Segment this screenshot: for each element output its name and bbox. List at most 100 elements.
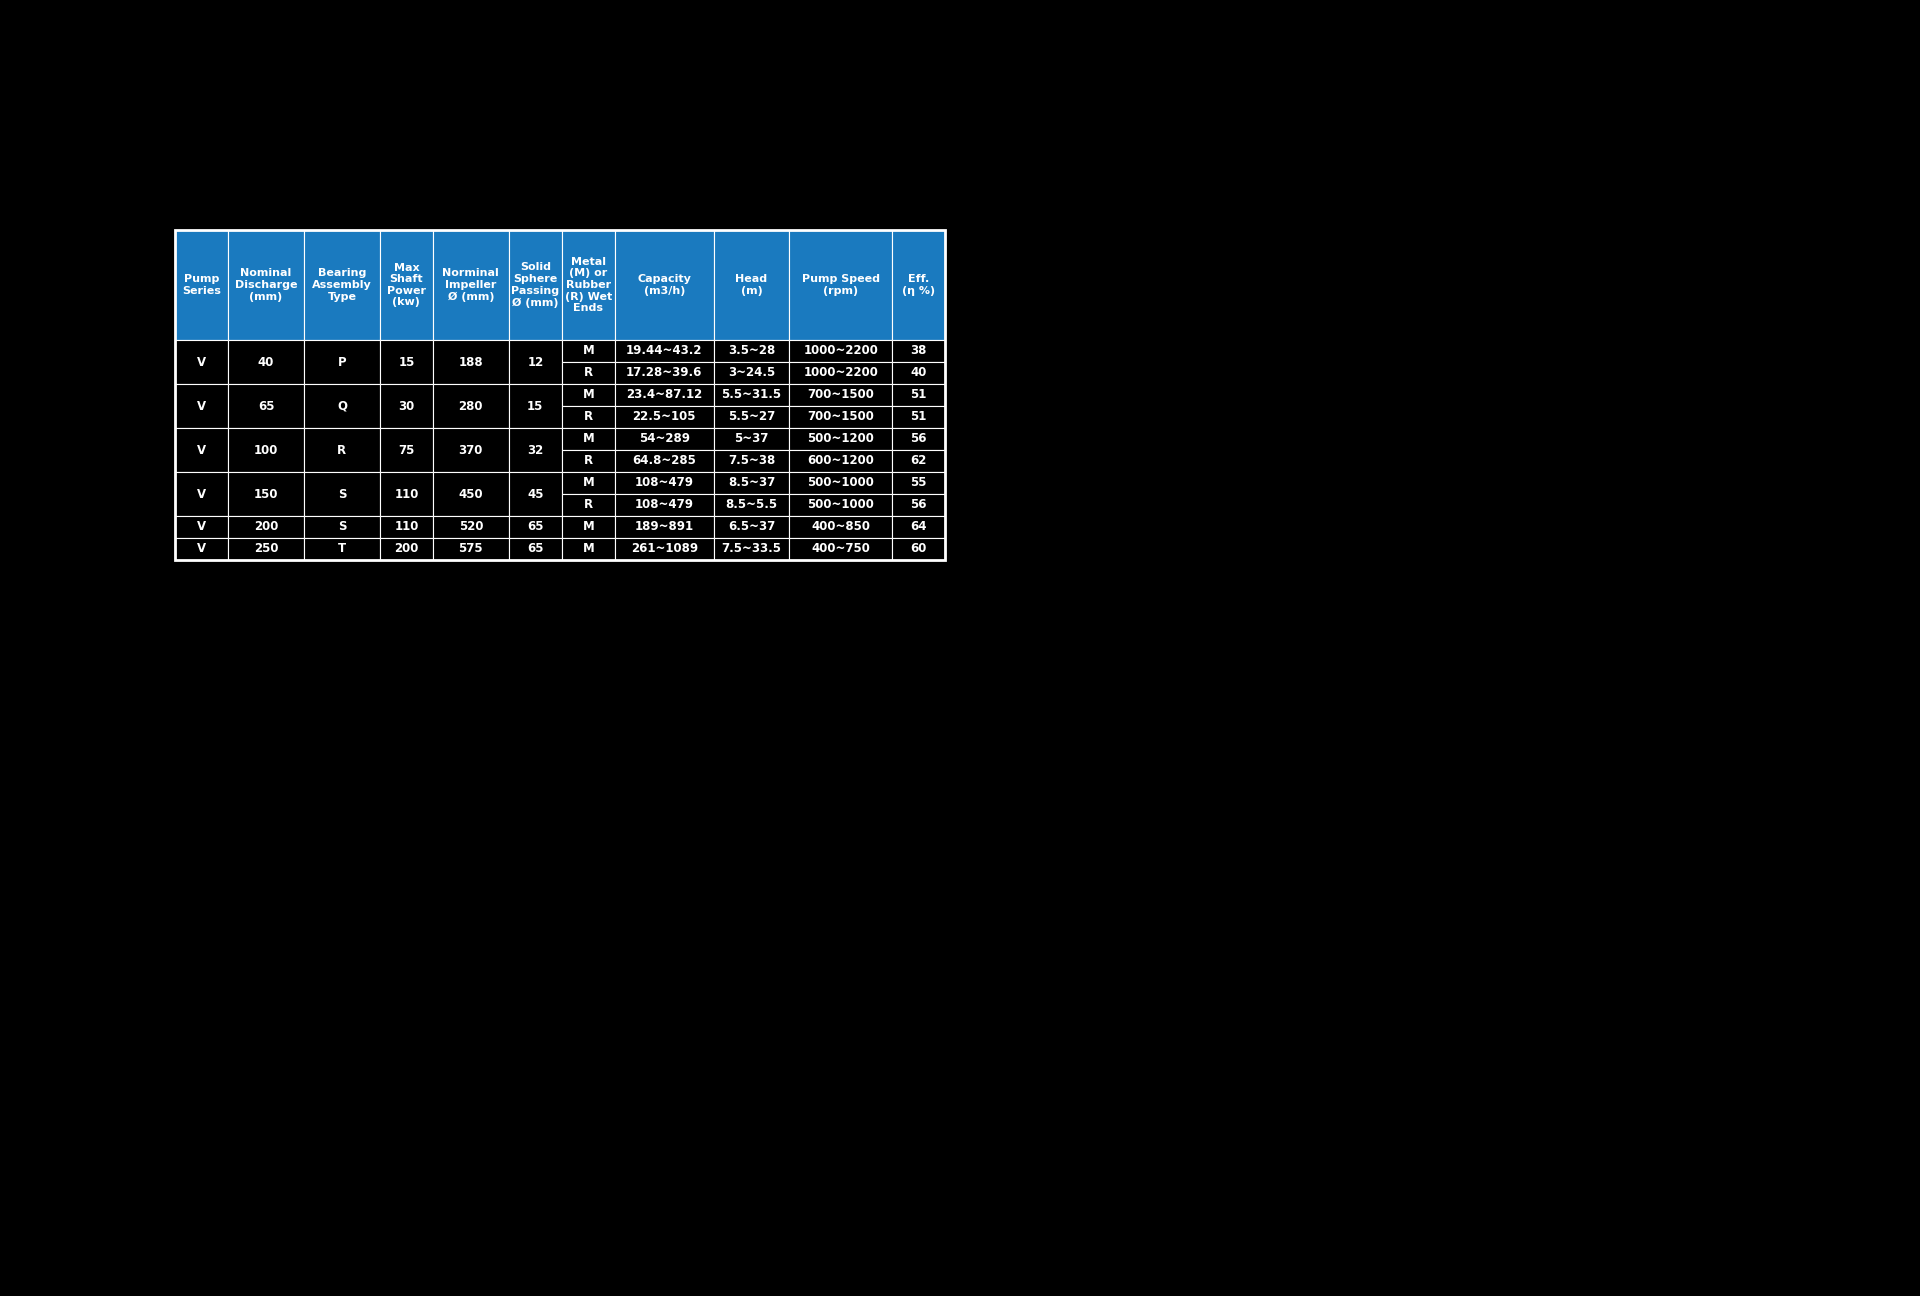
Bar [893, 538, 945, 560]
Text: 5.5~27: 5.5~27 [728, 411, 776, 424]
Text: 56: 56 [910, 433, 927, 446]
Text: M: M [582, 521, 595, 534]
Bar [893, 450, 945, 472]
Bar [789, 472, 893, 494]
Bar [614, 450, 714, 472]
Bar [380, 472, 432, 516]
Text: 150: 150 [253, 487, 278, 500]
Text: 189~891: 189~891 [636, 521, 693, 534]
Text: 56: 56 [910, 499, 927, 512]
Text: V: V [198, 521, 205, 534]
Text: 110: 110 [394, 521, 419, 534]
Bar [614, 472, 714, 494]
Text: V: V [198, 399, 205, 412]
Bar [563, 450, 614, 472]
Bar [789, 406, 893, 428]
Text: 520: 520 [459, 521, 484, 534]
Text: T: T [338, 543, 346, 556]
Text: V: V [198, 355, 205, 368]
Bar [714, 362, 789, 384]
Bar [563, 538, 614, 560]
Text: R: R [584, 499, 593, 512]
Bar [509, 538, 563, 560]
Text: 575: 575 [459, 543, 484, 556]
Bar [175, 229, 228, 340]
Text: 64: 64 [910, 521, 927, 534]
Bar [714, 516, 789, 538]
Bar [563, 362, 614, 384]
Text: 188: 188 [459, 355, 484, 368]
Text: 700~1500: 700~1500 [806, 389, 874, 402]
Text: 200: 200 [394, 543, 419, 556]
Text: 65: 65 [528, 543, 543, 556]
Bar [563, 229, 614, 340]
Text: 370: 370 [459, 443, 484, 456]
Bar [432, 538, 509, 560]
Bar [303, 229, 380, 340]
Bar [563, 472, 614, 494]
Bar [789, 538, 893, 560]
Text: 400~750: 400~750 [812, 543, 870, 556]
Bar [380, 516, 432, 538]
Text: 23.4~87.12: 23.4~87.12 [626, 389, 703, 402]
Text: 7.5~33.5: 7.5~33.5 [722, 543, 781, 556]
Text: 280: 280 [459, 399, 484, 412]
Text: 60: 60 [910, 543, 927, 556]
Text: Pump Speed
(rpm): Pump Speed (rpm) [803, 275, 879, 295]
Bar [432, 428, 509, 472]
Text: S: S [338, 521, 346, 534]
Bar [893, 472, 945, 494]
Text: 40: 40 [910, 367, 927, 380]
Text: 54~289: 54~289 [639, 433, 689, 446]
Text: 51: 51 [910, 389, 927, 402]
Bar [789, 384, 893, 406]
Bar [789, 516, 893, 538]
Bar [380, 384, 432, 428]
Text: 200: 200 [253, 521, 278, 534]
Text: P: P [338, 355, 346, 368]
Text: S: S [338, 487, 346, 500]
Text: 3~24.5: 3~24.5 [728, 367, 776, 380]
Bar [509, 428, 563, 472]
Text: 38: 38 [910, 345, 927, 358]
Bar [714, 229, 789, 340]
Bar [175, 384, 228, 428]
Text: R: R [584, 411, 593, 424]
Bar [893, 494, 945, 516]
Bar [714, 428, 789, 450]
Text: Bearing
Assembly
Type: Bearing Assembly Type [313, 268, 372, 302]
Bar [893, 229, 945, 340]
Bar [432, 516, 509, 538]
Bar [175, 538, 228, 560]
Text: 32: 32 [528, 443, 543, 456]
Bar [563, 384, 614, 406]
Bar [714, 406, 789, 428]
Bar [893, 516, 945, 538]
Bar [509, 516, 563, 538]
Text: 8.5~5.5: 8.5~5.5 [726, 499, 778, 512]
Text: Nominal
Discharge
(mm): Nominal Discharge (mm) [234, 268, 298, 302]
Bar [380, 340, 432, 384]
Text: Capacity
(m3/h): Capacity (m3/h) [637, 275, 691, 295]
Bar [714, 538, 789, 560]
Bar [303, 340, 380, 384]
Text: 500~1200: 500~1200 [806, 433, 874, 446]
Text: V: V [198, 487, 205, 500]
Text: V: V [198, 443, 205, 456]
Text: 1000~2200: 1000~2200 [803, 367, 877, 380]
Text: 108~479: 108~479 [636, 477, 693, 490]
Text: M: M [582, 433, 595, 446]
Text: 500~1000: 500~1000 [806, 477, 874, 490]
Bar [303, 538, 380, 560]
Bar [789, 428, 893, 450]
Text: 65: 65 [528, 521, 543, 534]
Text: 3.5~28: 3.5~28 [728, 345, 776, 358]
Text: 8.5~37: 8.5~37 [728, 477, 776, 490]
Text: 400~850: 400~850 [810, 521, 870, 534]
Text: 17.28~39.6: 17.28~39.6 [626, 367, 703, 380]
Text: 700~1500: 700~1500 [806, 411, 874, 424]
Text: 600~1200: 600~1200 [806, 455, 874, 468]
Text: Max
Shaft
Power
(kw): Max Shaft Power (kw) [386, 263, 426, 307]
Text: 250: 250 [253, 543, 278, 556]
Text: 1000~2200: 1000~2200 [803, 345, 877, 358]
